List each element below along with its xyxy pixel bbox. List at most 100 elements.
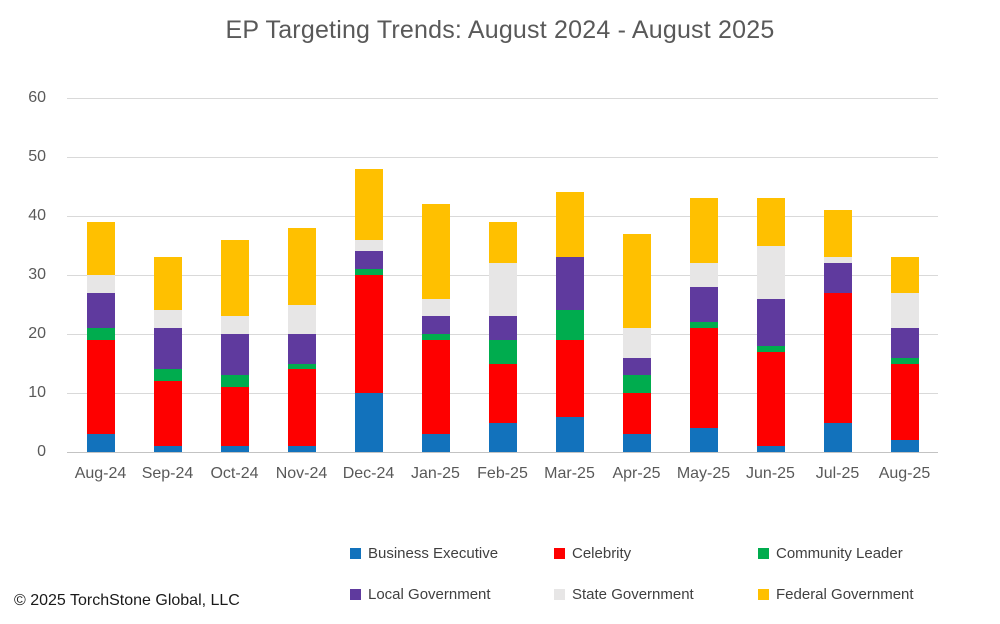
bar-segment-business-executive <box>823 422 852 452</box>
bar-Sep-24 <box>153 257 182 452</box>
bar-segment-community-leader <box>488 339 517 364</box>
bar-segment-federal-government <box>823 210 852 258</box>
legend-swatch-federal-government <box>758 589 769 600</box>
chart-title: EP Targeting Trends: August 2024 - Augus… <box>225 16 775 44</box>
bar-segment-business-executive <box>153 446 182 452</box>
bar-segment-celebrity <box>555 339 584 417</box>
legend-item-state-government: State Government <box>554 586 758 603</box>
bar-segment-state-government <box>421 298 450 317</box>
bar-segment-federal-government <box>555 192 584 258</box>
bar-segment-celebrity <box>689 328 718 429</box>
bar-segment-local-government <box>86 292 115 329</box>
bar-segment-state-government <box>689 263 718 287</box>
legend-swatch-business-executive <box>350 548 361 559</box>
bar-segment-local-government <box>622 357 651 376</box>
bar-segment-local-government <box>354 251 383 270</box>
legend-item-local-government: Local Government <box>350 586 554 603</box>
legend-swatch-local-government <box>350 589 361 600</box>
bar-segment-state-government <box>823 257 852 264</box>
bar-segment-business-executive <box>354 393 383 452</box>
bar-segment-celebrity <box>488 363 517 423</box>
bar-segment-celebrity <box>287 369 316 447</box>
bar-segment-local-government <box>689 286 718 323</box>
bar-segment-community-leader <box>287 363 316 370</box>
legend-label: State Government <box>572 586 694 603</box>
bar-segment-local-government <box>421 316 450 335</box>
bar-segment-federal-government <box>689 198 718 264</box>
bar-Jul-25 <box>823 210 852 452</box>
bar-segment-local-government <box>756 298 785 346</box>
bar-segment-community-leader <box>153 369 182 382</box>
x-axis-tick-label: Apr-25 <box>612 465 661 482</box>
x-axis-line <box>67 452 938 453</box>
x-axis-tick-label: Dec-24 <box>342 465 395 482</box>
bar-segment-federal-government <box>421 204 450 299</box>
y-axis-tick-label: 0 <box>37 443 46 460</box>
bar-segment-state-government <box>890 292 919 329</box>
bar-segment-celebrity <box>354 275 383 393</box>
bar-segment-community-leader <box>622 375 651 394</box>
bar-segment-celebrity <box>421 339 450 435</box>
x-axis-tick-label: Nov-24 <box>275 465 328 482</box>
y-axis-tick-label: 60 <box>28 89 46 106</box>
bar-Aug-24 <box>86 221 115 452</box>
bar-Feb-25 <box>488 221 517 452</box>
legend: Business Executive Celebrity Community Lea… <box>350 545 962 603</box>
bar-segment-federal-government <box>488 221 517 264</box>
bar-segment-celebrity <box>823 292 852 423</box>
legend-label: Community Leader <box>776 545 903 562</box>
bar-segment-business-executive <box>488 422 517 452</box>
bar-segment-state-government <box>287 304 316 335</box>
y-axis-tick-label: 20 <box>28 325 46 342</box>
y-axis-tick-label: 50 <box>28 148 46 165</box>
bar-segment-business-executive <box>622 434 651 452</box>
bar-Jan-25 <box>421 204 450 452</box>
bar-segment-community-leader <box>220 375 249 388</box>
bar-segment-celebrity <box>756 351 785 447</box>
bar-segment-federal-government <box>622 233 651 329</box>
bar-segment-community-leader <box>354 269 383 275</box>
legend-label: Local Government <box>368 586 491 603</box>
bar-segment-business-executive <box>86 434 115 452</box>
legend-item-celebrity: Celebrity <box>554 545 758 562</box>
bar-segment-local-government <box>488 316 517 340</box>
x-axis: Aug-24 Sep-24 Oct-24 Nov-24 Dec-24 Jan-25 Feb-… <box>67 465 938 487</box>
bar-Oct-24 <box>220 239 249 452</box>
bar-segment-federal-government <box>756 198 785 246</box>
bar-segment-celebrity <box>622 393 651 435</box>
gridline <box>67 98 938 99</box>
x-axis-tick-label: May-25 <box>676 465 731 482</box>
bar-segment-business-executive <box>756 446 785 452</box>
bar-Jun-25 <box>756 198 785 452</box>
bar-segment-business-executive <box>890 440 919 452</box>
x-axis-tick-label: Mar-25 <box>544 465 595 482</box>
gridline <box>67 216 938 217</box>
bar-segment-community-leader <box>555 310 584 340</box>
bar-segment-state-government <box>86 275 115 293</box>
bar-segment-state-government <box>354 239 383 252</box>
bar-segment-federal-government <box>354 168 383 240</box>
legend-label: Business Executive <box>368 545 499 562</box>
legend-swatch-state-government <box>554 589 565 600</box>
bar-Nov-24 <box>287 227 316 452</box>
y-axis-tick-label: 40 <box>28 207 46 224</box>
legend-item-community-leader: Community Leader <box>758 545 962 562</box>
bar-segment-state-government <box>488 263 517 317</box>
bar-segment-local-government <box>153 328 182 370</box>
bar-segment-local-government <box>890 328 919 358</box>
bar-segment-community-leader <box>689 322 718 329</box>
bar-segment-state-government <box>756 245 785 299</box>
bar-segment-state-government <box>153 310 182 329</box>
legend-swatch-celebrity <box>554 548 565 559</box>
x-axis-tick-label: Jun-25 <box>746 465 795 482</box>
bar-segment-state-government <box>220 316 249 335</box>
bar-segment-business-executive <box>555 416 584 452</box>
bar-segment-community-leader <box>421 334 450 340</box>
bar-segment-state-government <box>622 328 651 358</box>
bar-segment-federal-government <box>287 227 316 305</box>
bar-segment-celebrity <box>220 387 249 447</box>
bar-segment-celebrity <box>890 363 919 441</box>
x-axis-tick-label: Jan-25 <box>411 465 460 482</box>
bar-segment-community-leader <box>86 328 115 340</box>
